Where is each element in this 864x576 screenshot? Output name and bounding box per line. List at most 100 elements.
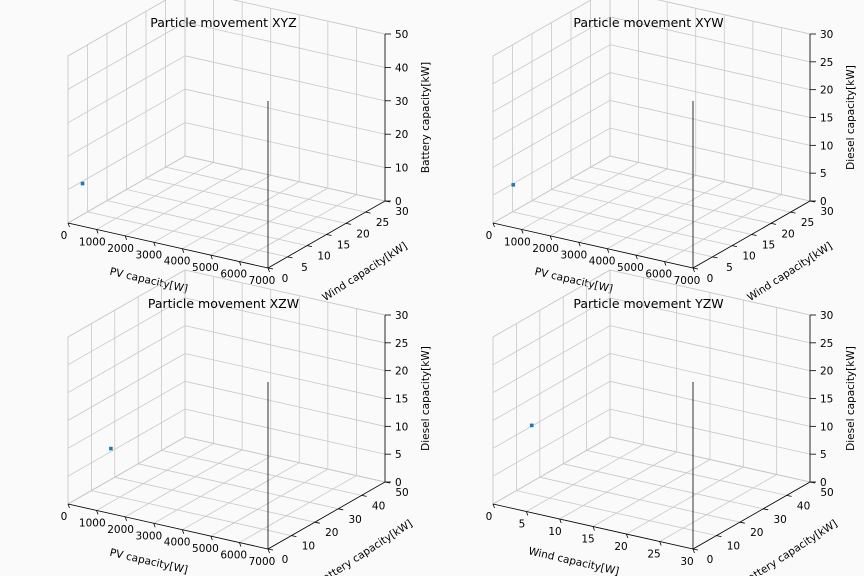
grid-line-z xyxy=(492,16,611,85)
grid-line-z xyxy=(67,0,167,57)
z-axis-label: Diesel capacity[kW] xyxy=(845,346,857,451)
grid-line-y xyxy=(145,177,347,224)
y-tick-label: 30 xyxy=(395,206,408,218)
grid-line-z xyxy=(609,16,811,63)
z-tick-label: 30 xyxy=(395,96,408,108)
y-tick-label: 40 xyxy=(372,500,385,512)
grid-line-z xyxy=(492,44,611,113)
y-tick-label: 30 xyxy=(774,514,787,526)
x-tick-label: 1000 xyxy=(504,236,531,248)
y-tick xyxy=(287,256,293,259)
x-tick-label: 7000 xyxy=(249,556,276,568)
x-tick-label: 4000 xyxy=(164,537,191,549)
x-tick-label: 1000 xyxy=(79,236,106,248)
y-tick-labels: 05 10 15 20 25 30 xyxy=(707,206,834,285)
z-tick-label: 25 xyxy=(395,338,408,350)
x-tick xyxy=(659,541,662,546)
x-tick xyxy=(124,516,128,521)
y-tick xyxy=(326,234,332,236)
y-tick xyxy=(770,222,777,225)
x-tick-label: 0 xyxy=(61,511,68,523)
y-tick-label: 0 xyxy=(707,554,714,566)
y-axis-line xyxy=(692,481,811,550)
y-tick-label: 20 xyxy=(781,228,794,240)
z-tick-label: 10 xyxy=(395,421,408,433)
z-tick-label: 0 xyxy=(820,477,827,489)
y-tick-label: 50 xyxy=(820,487,833,499)
x-tick-label: 6000 xyxy=(220,550,247,562)
x-tick xyxy=(239,542,242,547)
x-axis-label: Wind capacity[W] xyxy=(527,545,620,576)
x-tick-label: 7000 xyxy=(249,275,276,287)
y-tick xyxy=(267,267,274,270)
x-tick xyxy=(210,255,213,260)
grid-line-z xyxy=(609,44,811,91)
grid-line-x xyxy=(626,466,744,535)
x-tick xyxy=(124,235,128,240)
grid-line-z xyxy=(184,380,386,427)
chart-title: Particle movement XYZ xyxy=(150,15,297,30)
grid-line-x xyxy=(239,475,357,543)
grid-line-z xyxy=(492,99,611,168)
grid-line-y xyxy=(563,463,764,510)
x-tick xyxy=(96,510,99,515)
x-tick xyxy=(625,533,629,539)
grid-line-z xyxy=(67,269,186,338)
grid-line-y xyxy=(516,490,717,536)
grid-line-z xyxy=(67,297,186,366)
grid-line-z xyxy=(67,325,186,394)
y-tick-label: 25 xyxy=(801,217,814,229)
y-tick-label: 25 xyxy=(376,217,389,229)
y-tick xyxy=(291,535,297,537)
x-tick xyxy=(153,523,156,528)
z-tick-labels: 0 5 10 15 20 25 30 xyxy=(820,29,833,208)
y-axis-label: Wind capacity[kW] xyxy=(320,240,409,304)
grid-line-z xyxy=(609,325,811,372)
x-tick xyxy=(635,255,638,260)
z-tick-label: 0 xyxy=(820,196,827,208)
grid-line-z xyxy=(609,297,811,344)
grid-line-y xyxy=(138,463,339,510)
back-pane-x xyxy=(184,0,386,202)
grid-line-x xyxy=(526,444,644,512)
back-pane-x xyxy=(609,0,811,202)
z-tick-labels: 0 5 10 15 20 25 30 xyxy=(395,310,408,489)
grid-line-z xyxy=(67,122,186,190)
grid-line-z xyxy=(609,408,811,455)
grid-line-x xyxy=(182,462,300,531)
y-tick-label: 5 xyxy=(301,262,308,274)
y-tick-label: 40 xyxy=(797,500,810,512)
x-tick-label: 25 xyxy=(647,549,660,561)
grid-line-z xyxy=(184,297,386,344)
z-tick-label: 20 xyxy=(820,366,833,378)
x-tick xyxy=(664,261,667,266)
grid-line-z xyxy=(609,436,811,483)
y-tick xyxy=(345,222,352,225)
y-tick-label: 10 xyxy=(302,541,315,553)
grid-line-y xyxy=(539,476,740,523)
grid-line-y xyxy=(114,476,315,523)
z-tick-label: 40 xyxy=(395,62,408,74)
y-tick xyxy=(338,508,344,511)
grid-line-z xyxy=(184,155,386,202)
x-tick xyxy=(692,548,695,554)
x-tick xyxy=(153,242,156,247)
x-tick-label: 4000 xyxy=(164,256,191,268)
z-tick-label: 30 xyxy=(820,29,833,41)
y-tick-label: 30 xyxy=(820,206,833,218)
grid-line-x xyxy=(559,451,677,520)
x-tick xyxy=(525,511,529,516)
z-tick-label: 5 xyxy=(820,168,827,180)
grid-line-y xyxy=(586,450,787,496)
x-tick xyxy=(559,518,562,524)
scatter-point xyxy=(109,446,113,451)
y-tick-labels: 0 10 20 30 40 50 xyxy=(282,487,409,566)
grid-line-z xyxy=(67,22,186,90)
x-tick xyxy=(692,267,695,273)
y-tick-label: 0 xyxy=(282,554,289,566)
grid-line-z xyxy=(184,436,386,483)
y-axis-line xyxy=(267,481,386,550)
x-tick-label: 0 xyxy=(61,230,68,242)
